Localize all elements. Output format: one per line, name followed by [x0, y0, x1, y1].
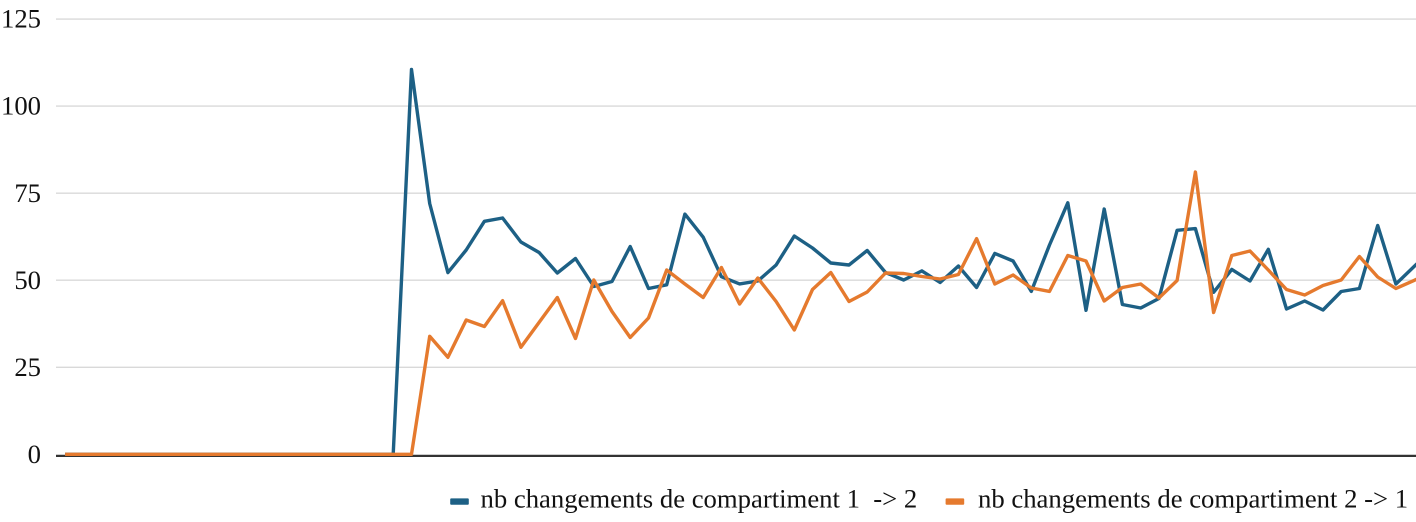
- svg-text:100: 100: [1, 91, 41, 121]
- svg-text:75: 75: [14, 178, 41, 208]
- svg-text:50: 50: [14, 265, 41, 295]
- svg-text:0: 0: [28, 439, 41, 469]
- svg-text:nb changements de compartiment: nb changements de compartiment 1 -> 2: [481, 484, 918, 514]
- svg-text:25: 25: [14, 352, 41, 382]
- svg-text:125: 125: [1, 4, 41, 34]
- svg-text:nb changements de compartiment: nb changements de compartiment 2 -> 1: [978, 484, 1408, 514]
